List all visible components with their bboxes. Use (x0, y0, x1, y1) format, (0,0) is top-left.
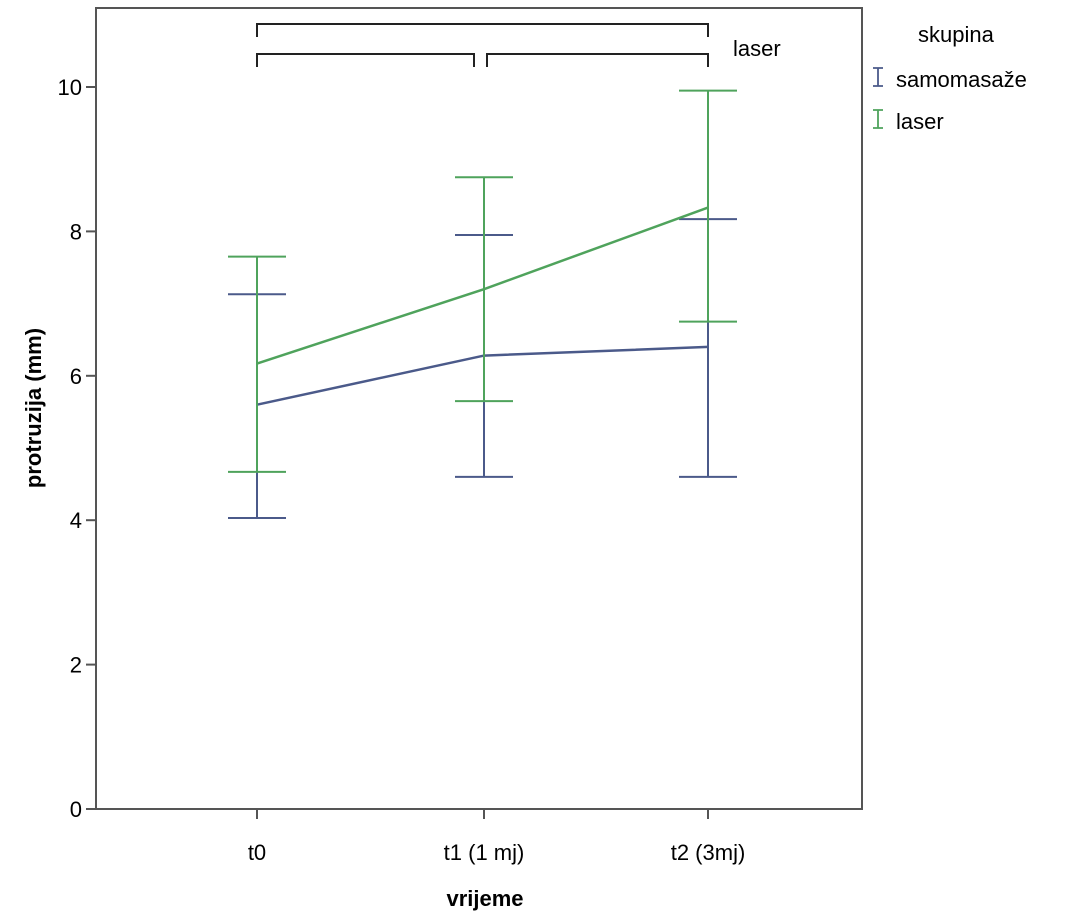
legend-label: laser (896, 109, 944, 134)
y-axis-title: protruzija (mm) (21, 328, 46, 488)
y-tick-label: 10 (58, 75, 82, 100)
y-tick-label: 4 (70, 508, 82, 533)
legend-label: samomasaže (896, 67, 1027, 92)
y-tick-label: 6 (70, 364, 82, 389)
series-group (228, 89, 737, 473)
legend: skupina samomasaže laser (873, 22, 1027, 134)
y-tick-label: 0 (70, 797, 82, 822)
x-tick-label: t2 (3mj) (671, 840, 746, 865)
series-line (256, 345, 709, 406)
significance-brackets (256, 23, 709, 67)
legend-item: samomasaže (873, 67, 1027, 92)
x-axis: t0 t1 (1 mj) t2 (3mj) (248, 809, 745, 865)
y-tick-label: 8 (70, 219, 82, 244)
series-group (228, 218, 737, 520)
y-axis: 0 2 4 6 8 10 (58, 75, 96, 822)
x-axis-title: vrijeme (446, 886, 523, 911)
bracket-label: laser (733, 36, 781, 61)
plot-frame (95, 7, 863, 810)
legend-item: laser (873, 109, 944, 134)
series-layer (228, 89, 737, 520)
legend-errorbar-icon (873, 109, 883, 129)
significance-bracket (256, 53, 475, 67)
legend-title: skupina (918, 22, 995, 47)
x-tick-label: t1 (1 mj) (444, 840, 525, 865)
x-tick-label: t0 (248, 840, 266, 865)
legend-errorbar-icon (873, 67, 883, 87)
significance-bracket (256, 23, 709, 37)
series-line (256, 206, 709, 365)
significance-bracket (486, 53, 709, 67)
y-tick-label: 2 (70, 653, 82, 678)
